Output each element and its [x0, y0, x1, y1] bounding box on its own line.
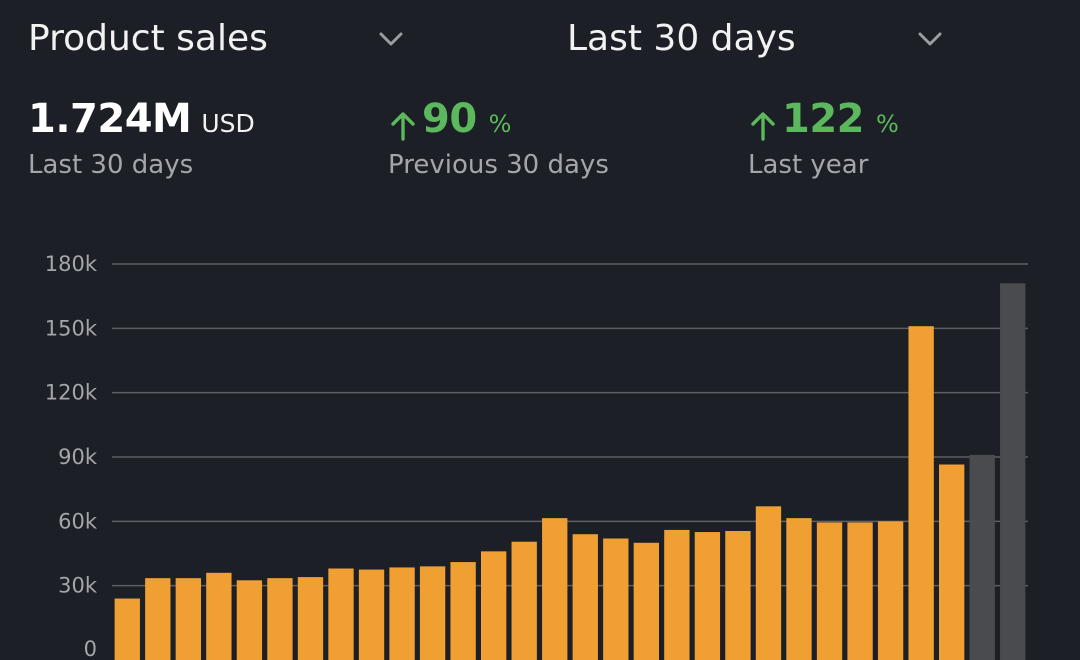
bar[interactable]	[725, 530, 751, 660]
bar[interactable]	[450, 562, 476, 660]
period-dropdown-label: Last 30 days	[567, 18, 796, 59]
bar[interactable]	[603, 538, 629, 660]
chevron-down-icon	[379, 32, 403, 46]
bar[interactable]	[572, 534, 598, 660]
bar[interactable]	[175, 578, 201, 660]
y-axis-tick-labels: 0 30k 60k 90k 120k 150k 180k	[45, 252, 98, 660]
bar[interactable]	[786, 518, 812, 660]
bar[interactable]	[877, 521, 904, 660]
bar-projected[interactable]	[1000, 283, 1026, 660]
total-sales-value: 1.724M	[28, 96, 192, 142]
chart-bars	[114, 283, 1026, 660]
bar[interactable]	[542, 518, 568, 660]
y-tick-label: 90k	[58, 445, 98, 469]
bar[interactable]	[206, 572, 232, 660]
last-year-change-unit: %	[876, 110, 899, 138]
last-year-change-stat: 122 % Last year	[748, 96, 899, 180]
previous-period-change-stat: 90 % Previous 30 days	[388, 96, 609, 180]
metric-dropdown[interactable]: Product sales	[28, 14, 408, 66]
bar[interactable]	[389, 567, 415, 660]
bar[interactable]	[481, 551, 507, 660]
period-dropdown[interactable]: Last 30 days	[567, 14, 947, 66]
y-tick-label: 60k	[58, 509, 98, 533]
bar-projected[interactable]	[969, 454, 995, 660]
bar[interactable]	[236, 580, 263, 660]
bar[interactable]	[847, 522, 873, 660]
bar[interactable]	[816, 522, 843, 660]
bar[interactable]	[114, 598, 140, 660]
bar[interactable]	[633, 542, 659, 660]
previous-period-caption: Previous 30 days	[388, 150, 609, 180]
bar[interactable]	[939, 464, 965, 660]
arrow-up-icon	[391, 112, 415, 141]
bar[interactable]	[358, 569, 385, 660]
bar[interactable]	[419, 566, 446, 660]
y-tick-label: 30k	[58, 574, 98, 598]
y-tick-label: 180k	[45, 252, 98, 276]
chart-gridlines	[112, 263, 1028, 587]
bar[interactable]	[664, 529, 690, 660]
arrow-up-icon	[751, 112, 775, 141]
bar[interactable]	[328, 568, 354, 660]
total-sales-caption: Last 30 days	[28, 150, 194, 180]
y-tick-label: 120k	[45, 381, 98, 405]
y-tick-label: 150k	[45, 316, 98, 340]
bar[interactable]	[145, 578, 171, 660]
previous-period-change-unit: %	[488, 110, 512, 138]
metric-dropdown-label: Product sales	[28, 18, 268, 59]
bar[interactable]	[755, 506, 782, 660]
last-year-caption: Last year	[748, 150, 869, 180]
bar[interactable]	[297, 577, 324, 660]
bar[interactable]	[511, 541, 537, 660]
total-sales-unit: USD	[201, 109, 255, 138]
bar[interactable]	[908, 326, 934, 660]
last-year-change-value: 122	[782, 96, 865, 142]
previous-period-change-value: 90	[422, 96, 477, 142]
total-sales-stat: 1.724M USD Last 30 days	[28, 96, 255, 180]
chevron-down-icon	[918, 32, 942, 46]
y-tick-label: 0	[84, 637, 97, 660]
bar[interactable]	[694, 532, 721, 660]
bar[interactable]	[267, 578, 293, 660]
